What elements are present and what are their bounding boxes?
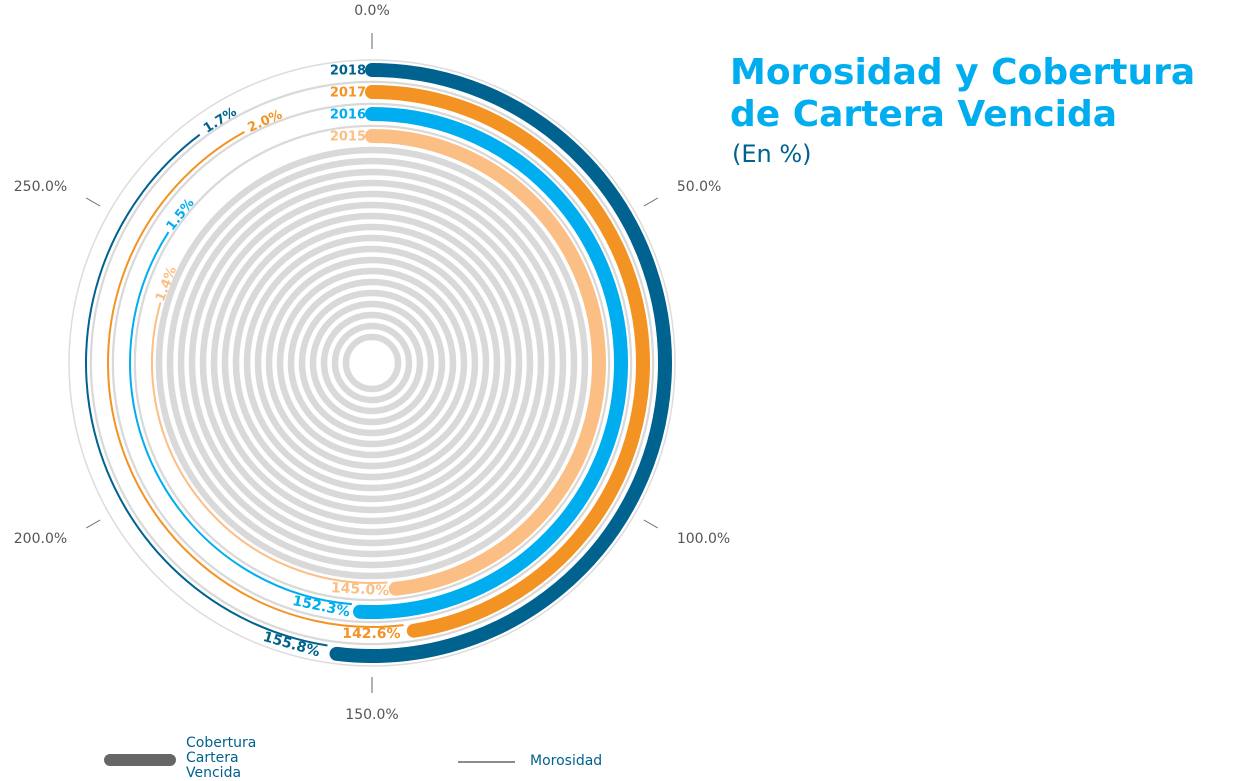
background-ring <box>287 278 457 448</box>
background-ring <box>177 168 567 558</box>
background-ring <box>298 289 446 437</box>
background-ring <box>342 333 402 393</box>
coverage-label: 142.6% <box>342 626 400 642</box>
background-ring <box>265 256 479 470</box>
morosidad-line <box>84 133 328 647</box>
background-ring <box>309 300 435 426</box>
morosidad-line <box>107 130 404 628</box>
background-ring <box>199 190 545 536</box>
background-ring <box>320 311 424 415</box>
outer-ring <box>68 59 676 667</box>
morosidad-line <box>129 231 353 606</box>
tick-label: 0.0% <box>354 3 390 19</box>
tick-label: 250.0% <box>14 179 67 195</box>
background-ring <box>232 223 512 503</box>
tick-mark <box>85 519 101 529</box>
chart-subtitle: (En %) <box>732 140 812 168</box>
background-ring <box>254 245 490 481</box>
chart-title: Morosidad y Cobertura de Cartera Vencida <box>730 52 1196 135</box>
tick-label: 150.0% <box>345 707 398 723</box>
center-hole <box>355 346 389 380</box>
coverage-label: 145.0% <box>331 580 390 599</box>
morosidad-line <box>151 302 388 584</box>
background-ring <box>166 157 578 569</box>
background-ring <box>276 267 468 459</box>
coverage-bar <box>329 63 672 663</box>
background-ring <box>331 322 413 404</box>
background-ring <box>188 179 556 547</box>
background-ring <box>210 201 534 525</box>
tick-label: 200.0% <box>14 531 67 547</box>
legend-label: Cobertura Cartera Vencida <box>186 735 257 781</box>
year-label: 2017 <box>330 86 366 101</box>
tick-mark <box>643 197 659 207</box>
tick-mark <box>643 519 659 529</box>
year-label: 2018 <box>330 64 366 79</box>
year-label: 2015 <box>330 130 366 145</box>
year-label: 2016 <box>330 108 366 123</box>
coverage-bar <box>353 107 629 619</box>
coverage-bar <box>365 85 650 638</box>
legend-label: Morosidad <box>530 753 603 769</box>
tick-label: 50.0% <box>677 179 721 195</box>
tick-label: 100.0% <box>677 531 730 547</box>
coverage-bar <box>365 129 606 596</box>
background-ring <box>221 212 523 514</box>
background-ring <box>243 234 501 492</box>
tick-mark <box>85 197 101 207</box>
background-ring <box>155 146 589 580</box>
